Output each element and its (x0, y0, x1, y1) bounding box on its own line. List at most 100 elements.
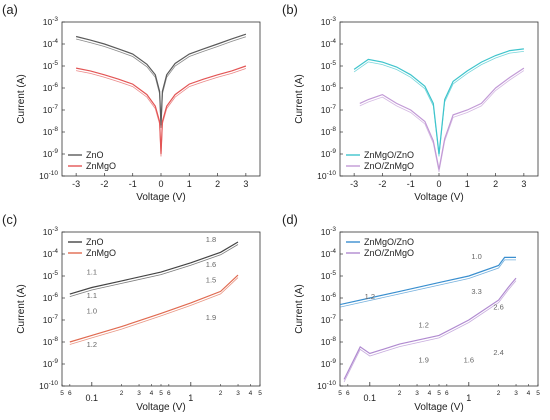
y-tick-label: 10-9 (321, 358, 337, 369)
y-tick-label: 10-3 (43, 16, 59, 27)
y-tick-label: 10-10 (39, 170, 58, 181)
x-axis-label: Voltage (V) (414, 402, 463, 413)
x-tick-label: 3 (243, 179, 248, 189)
y-tick-label: 10-5 (321, 60, 337, 71)
y-tick-label: 10-7 (321, 314, 337, 325)
x-tick-label: -3 (72, 179, 80, 189)
y-tick-label: 10-5 (43, 60, 59, 71)
x-minor-tick-label: 2 (497, 390, 501, 397)
slope-annotation: 1.5 (206, 276, 216, 285)
x-tick-label: -3 (350, 179, 358, 189)
x-minor-tick-label: 2 (120, 390, 124, 397)
slope-annotation: 1.1 (87, 291, 97, 300)
y-tick-label: 10-9 (43, 148, 59, 159)
y-tick-label: 10-10 (317, 170, 336, 181)
x-minor-tick-label: 5 (338, 390, 342, 397)
series-line-0 (353, 48, 524, 155)
x-tick-label: 1 (466, 393, 471, 403)
series-line-0-sweep (69, 244, 239, 297)
y-tick-label: 10-3 (321, 16, 337, 27)
series-line-0-sweep (353, 51, 524, 157)
x-minor-tick-label: 5 (60, 390, 64, 397)
y-axis-label: Current (A) (16, 74, 27, 123)
panel-a: (a) 10-10 10-9 10-8 10-7 10-6 10-5 10-4 10-3 -3 -2… (2, 2, 261, 203)
x-tick-label: 0.1 (86, 393, 99, 403)
y-tick-label: 10-10 (39, 380, 58, 391)
slope-annotation: 2.6 (493, 303, 503, 312)
y-tick-label: 10-7 (43, 104, 59, 115)
y-tick-label: 10-3 (43, 226, 59, 237)
x-tick-label: -1 (407, 179, 415, 189)
y-tick-label: 10-7 (321, 104, 337, 115)
panel-label: (a) (2, 2, 18, 17)
slope-annotation: 1.0 (87, 306, 97, 315)
y-tick-label: 10-5 (321, 270, 337, 281)
x-tick-label: 1 (465, 179, 470, 189)
y-tick-label: 10-6 (321, 292, 337, 303)
x-minor-tick-label: 5 (536, 390, 540, 397)
x-minor-tick-label: 3 (415, 390, 419, 397)
plot-area: 1.8 1.6 1.1 1.1 1.0 1.5 1.9 1.2 (69, 235, 239, 349)
slope-annotation: 1.8 (206, 235, 216, 244)
slope-annotation: 1.2 (87, 340, 97, 349)
x-minor-tick-label: 6 (445, 390, 449, 397)
series-line-1 (75, 65, 247, 155)
legend-label: ZnMgO/ZnO (364, 150, 414, 160)
x-minor-tick-label: 3 (236, 390, 240, 397)
panel-label: (d) (282, 212, 298, 227)
series-line-0 (75, 33, 247, 126)
y-tick-label: 10-9 (43, 358, 59, 369)
x-minor-tick-label: 2 (219, 390, 223, 397)
slope-annotation: 1.6 (206, 260, 216, 269)
y-tick-label: 10-6 (43, 292, 59, 303)
legend-label: ZnO/ZnMgO (364, 248, 414, 258)
x-tick-label: 1 (187, 179, 192, 189)
x-tick-label: 0 (158, 179, 163, 189)
series-line-0-sweep (340, 259, 516, 308)
x-minor-tick-label: 4 (150, 390, 154, 397)
y-tick-label: 10-9 (321, 148, 337, 159)
x-tick-label: 3 (521, 179, 526, 189)
slope-annotation: 1.2 (365, 292, 375, 301)
series-line-1-sweep (76, 68, 247, 157)
x-minor-tick-label: 3 (514, 390, 518, 397)
y-tick-label: 10-8 (43, 126, 59, 137)
y-axis-label: Current (A) (16, 284, 27, 333)
series-line-1-sweep (343, 280, 517, 383)
plot-area: 1.0 1.2 3.3 2.6 1.2 1.9 1.6 2.4 (340, 252, 517, 383)
x-tick-label: -1 (129, 179, 137, 189)
y-tick-label: 10-4 (321, 248, 337, 259)
x-tick-label: 0.1 (364, 393, 377, 403)
slope-annotation: 1.9 (418, 355, 428, 364)
y-tick-label: 10-4 (43, 38, 59, 49)
series-line-1 (359, 67, 525, 170)
x-minor-tick-label: 6 (346, 390, 350, 397)
series-line-1 (343, 277, 517, 380)
y-tick-label: 10-6 (43, 82, 59, 93)
y-axis-label: Current (A) (294, 74, 305, 123)
x-minor-tick-label: 5 (159, 390, 163, 397)
legend-label: ZnMgO (86, 161, 116, 171)
legend-label: ZnO/ZnMgO (364, 161, 414, 171)
slope-annotation: 2.4 (493, 348, 503, 357)
legend-label: ZnMgO/ZnO (364, 237, 414, 247)
x-tick-label: 0 (436, 179, 441, 189)
y-tick-label: 10-8 (321, 336, 337, 347)
x-tick-label: -2 (378, 179, 386, 189)
slope-annotation: 1.9 (206, 313, 216, 322)
slope-annotation: 1.2 (418, 321, 428, 330)
plot-area (75, 33, 247, 157)
x-minor-tick-label: 3 (137, 390, 141, 397)
y-tick-label: 10-6 (321, 82, 337, 93)
plot-area (353, 48, 525, 172)
x-minor-tick-label: 6 (68, 390, 72, 397)
y-tick-label: 10-4 (43, 248, 59, 259)
x-minor-tick-label: 5 (437, 390, 441, 397)
x-tick-label: -2 (100, 179, 108, 189)
panel-b: (b) 10-10 10-9 10-8 10-7 10-6 10-5 10-4 10-3 -3 -2… (282, 2, 539, 203)
y-tick-label: 10-7 (43, 314, 59, 325)
slope-annotation: 3.3 (471, 287, 481, 296)
